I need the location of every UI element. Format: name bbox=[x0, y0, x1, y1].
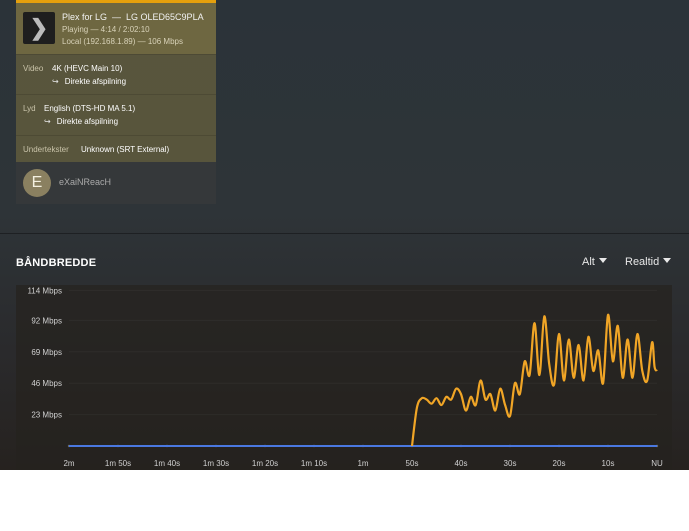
y-tick-label: 23 Mbps bbox=[31, 411, 62, 420]
series-line-wan bbox=[410, 313, 658, 447]
caret-down-icon bbox=[663, 258, 672, 263]
x-tick-label: 50s bbox=[406, 459, 419, 468]
player-device-name: LG OLED65C9PLA bbox=[126, 12, 204, 22]
subtitles-label: Undertekster bbox=[23, 145, 69, 154]
x-tick-label: 30s bbox=[504, 459, 517, 468]
x-tick-label: 1m 30s bbox=[203, 459, 229, 468]
return-arrow-icon: ↪ bbox=[52, 77, 59, 86]
x-tick-label: 1m bbox=[357, 459, 368, 468]
audio-label: Lyd bbox=[23, 104, 36, 113]
subtitle-stream-row: Undertekster Unknown (SRT External) bbox=[16, 135, 216, 162]
player-app-name: Plex for LG bbox=[62, 12, 108, 22]
now-playing-accent-bar bbox=[16, 0, 216, 3]
return-arrow-icon: ↪ bbox=[44, 117, 51, 126]
y-tick-label: 114 Mbps bbox=[27, 286, 62, 295]
x-tick-label: 10s bbox=[602, 459, 615, 468]
x-tick-label: 1m 20s bbox=[252, 459, 278, 468]
session-user-row[interactable]: E eXaiNReacH bbox=[16, 162, 216, 204]
chevron-right-icon[interactable]: ❯ bbox=[23, 12, 55, 44]
video-stream-row: Video 4K (HEVC Main 10) ↪ Direkte afspiln… bbox=[16, 54, 216, 94]
x-tick-label: 2m bbox=[63, 459, 74, 468]
x-tick-label: 1m 40s bbox=[154, 459, 180, 468]
audio-mode-text: Direkte afspilning bbox=[56, 117, 119, 126]
video-label: Video bbox=[23, 64, 44, 73]
caret-down-icon bbox=[598, 258, 607, 263]
bandwidth-chart: 114 Mbps 92 Mbps 69 Mbps 46 Mbps 23 Mbps 2m 1m… bbox=[16, 285, 672, 470]
x-tick-label: 1m 50s bbox=[105, 459, 131, 468]
username[interactable]: eXaiNReacH bbox=[59, 177, 112, 187]
title-separator: — bbox=[112, 12, 122, 22]
server-filter-dropdown[interactable]: Alt bbox=[582, 256, 607, 268]
y-tick-label: 69 Mbps bbox=[31, 348, 62, 357]
session-header[interactable]: ❯ Plex for LG — LG OLED65C9PLA Playing — 4… bbox=[16, 3, 216, 54]
session-player-title: Plex for LG — LG OLED65C9PLA bbox=[62, 12, 204, 22]
bandwidth-chart-svg: 114 Mbps 92 Mbps 69 Mbps 46 Mbps 23 Mbps 2m 1m… bbox=[27, 286, 663, 468]
x-tick-label: 20s bbox=[553, 459, 566, 468]
audio-stream-row: Lyd English (DTS-HD MA 5.1) ↪ Direkte afs… bbox=[16, 94, 216, 135]
network-info: Local (192.168.1.89) — 106 Mbps bbox=[62, 37, 183, 46]
x-tick-label: 1m 10s bbox=[301, 459, 327, 468]
bandwidth-title: BÅNDBREDDE bbox=[16, 257, 97, 269]
y-tick-label: 92 Mbps bbox=[31, 316, 62, 325]
section-divider bbox=[0, 233, 689, 234]
server-filter-value: Alt bbox=[582, 256, 595, 268]
timespan-value: Realtid bbox=[625, 256, 660, 268]
audio-value: English (DTS-HD MA 5.1) bbox=[44, 104, 136, 113]
y-tick-label: 46 Mbps bbox=[31, 379, 62, 388]
video-mode: ↪ Direkte afspilning bbox=[52, 77, 126, 86]
playback-state: Playing — 4:14 / 2:02:10 bbox=[62, 25, 150, 34]
subtitles-value: Unknown (SRT External) bbox=[81, 145, 170, 154]
timespan-dropdown[interactable]: Realtid bbox=[625, 256, 672, 268]
video-mode-text: Direkte afspilning bbox=[64, 77, 127, 86]
x-tick-label: NU bbox=[651, 459, 663, 468]
x-tick-label: 40s bbox=[455, 459, 468, 468]
avatar[interactable]: E bbox=[23, 169, 51, 197]
now-playing-session-card[interactable]: ❯ Plex for LG — LG OLED65C9PLA Playing — 4… bbox=[16, 3, 216, 204]
plex-dashboard: ❯ Plex for LG — LG OLED65C9PLA Playing — 4… bbox=[0, 0, 689, 470]
audio-mode: ↪ Direkte afspilning bbox=[44, 117, 118, 126]
video-value: 4K (HEVC Main 10) bbox=[52, 64, 123, 73]
